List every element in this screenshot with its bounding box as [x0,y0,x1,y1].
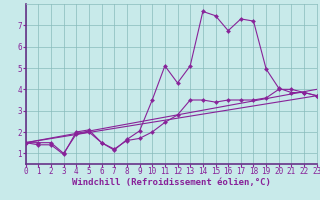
X-axis label: Windchill (Refroidissement éolien,°C): Windchill (Refroidissement éolien,°C) [72,178,271,187]
